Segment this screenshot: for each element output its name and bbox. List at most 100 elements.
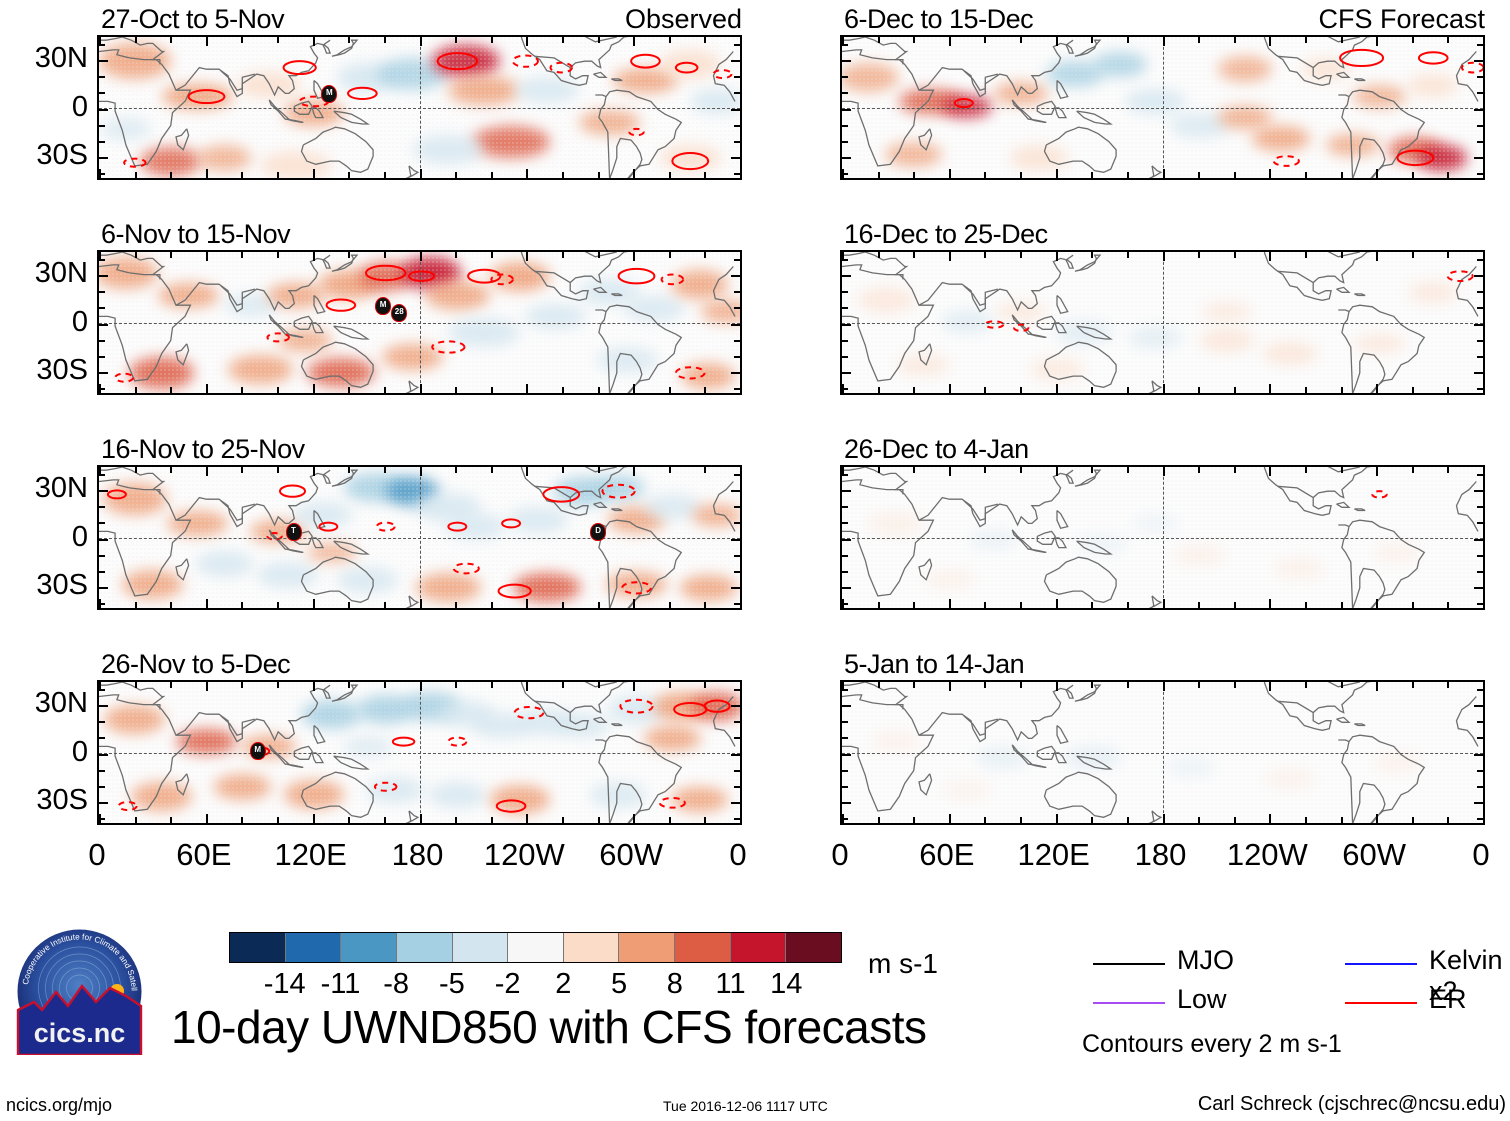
er-contour bbox=[542, 486, 581, 503]
y-tick bbox=[1474, 753, 1483, 756]
x-tick bbox=[984, 817, 987, 823]
x-tick bbox=[1126, 37, 1129, 43]
dateline-marker bbox=[1162, 37, 1164, 178]
x-tick bbox=[1304, 172, 1307, 178]
y-tick bbox=[1477, 92, 1483, 95]
x-tick bbox=[526, 252, 529, 261]
x-tick bbox=[948, 814, 951, 823]
x-tick bbox=[1411, 467, 1414, 473]
y-tick bbox=[734, 387, 740, 390]
x-tick bbox=[241, 37, 244, 43]
er-contour bbox=[984, 320, 1005, 329]
x-tick bbox=[1411, 387, 1414, 393]
x-tick bbox=[205, 682, 208, 691]
y-tick bbox=[842, 307, 848, 310]
y-tick bbox=[99, 554, 105, 557]
x-tick bbox=[348, 467, 351, 473]
y-tick bbox=[842, 44, 848, 47]
y-tick bbox=[842, 586, 851, 589]
y-tick bbox=[1477, 554, 1483, 557]
er-contour bbox=[1460, 61, 1483, 74]
legend-label-mjo: MJO bbox=[1177, 945, 1234, 975]
colorbar-tick-label: -14 bbox=[263, 968, 306, 1000]
colorbar-tick-label: 8 bbox=[666, 968, 683, 1000]
map-plot-area: M bbox=[99, 37, 740, 178]
er-contour bbox=[495, 799, 527, 813]
x-tick bbox=[1126, 602, 1129, 608]
x-tick bbox=[170, 467, 173, 473]
er-contour-overlay bbox=[99, 467, 740, 608]
y-tick bbox=[99, 44, 105, 47]
x-tick bbox=[597, 37, 600, 43]
y-tick bbox=[1477, 291, 1483, 294]
y-tick bbox=[99, 538, 108, 541]
x-tick bbox=[1376, 384, 1379, 393]
map-plot-area bbox=[842, 252, 1483, 393]
er-contour bbox=[674, 366, 706, 380]
legend-line-er bbox=[1345, 1002, 1417, 1004]
er-contour bbox=[467, 268, 502, 284]
x-tick bbox=[1304, 602, 1307, 608]
x-tick bbox=[526, 384, 529, 393]
x-tick bbox=[948, 467, 951, 476]
y-tick bbox=[99, 76, 105, 79]
y-tick bbox=[1477, 44, 1483, 47]
x-tick bbox=[1055, 682, 1058, 691]
x-tick bbox=[948, 252, 951, 261]
x-tick bbox=[1020, 682, 1023, 688]
x-tick bbox=[1447, 682, 1450, 688]
x-tick bbox=[277, 252, 280, 258]
x-tick bbox=[984, 387, 987, 393]
er-contour bbox=[501, 518, 522, 529]
x-tick bbox=[1411, 37, 1414, 43]
x-tick bbox=[948, 682, 951, 691]
map-panel-1: M bbox=[97, 35, 742, 180]
x-tick bbox=[1376, 169, 1379, 178]
x-tick bbox=[490, 37, 493, 43]
x-tick bbox=[348, 172, 351, 178]
x-tick bbox=[1162, 37, 1165, 46]
x-tick bbox=[99, 37, 101, 46]
x-tick bbox=[1304, 682, 1307, 688]
colorbar-unit-label: m s-1 bbox=[868, 948, 938, 979]
x-axis-label: 120W bbox=[483, 837, 565, 872]
x-tick bbox=[913, 682, 916, 688]
y-tick bbox=[842, 737, 848, 740]
y-tick bbox=[99, 689, 105, 692]
x-tick bbox=[842, 682, 844, 691]
er-contour bbox=[1446, 270, 1474, 282]
x-tick bbox=[948, 169, 951, 178]
y-tick bbox=[731, 275, 740, 278]
legend-line-mjo bbox=[1093, 963, 1165, 965]
x-tick bbox=[419, 169, 422, 178]
x-tick bbox=[1055, 384, 1058, 393]
x-axis-label: 120E bbox=[274, 837, 347, 872]
footer-site-link[interactable]: ncics.org/mjo bbox=[6, 1095, 113, 1115]
er-contour bbox=[106, 489, 127, 500]
x-tick bbox=[704, 37, 707, 43]
y-tick bbox=[731, 705, 740, 708]
colorbar-tick-label: -5 bbox=[439, 968, 465, 1000]
x-tick bbox=[597, 682, 600, 688]
x-tick bbox=[1233, 467, 1236, 473]
x-tick bbox=[490, 172, 493, 178]
er-contour bbox=[513, 705, 545, 720]
y-axis-label: 30N bbox=[34, 472, 88, 505]
x-tick bbox=[1340, 37, 1343, 43]
x-tick bbox=[99, 467, 101, 476]
y-tick bbox=[99, 785, 105, 788]
y-tick bbox=[842, 140, 848, 143]
x-tick bbox=[1376, 467, 1379, 476]
x-tick bbox=[704, 467, 707, 473]
x-tick bbox=[205, 814, 208, 823]
er-contour bbox=[1417, 51, 1449, 65]
x-tick bbox=[1198, 467, 1201, 473]
y-tick bbox=[734, 140, 740, 143]
x-tick bbox=[1447, 387, 1450, 393]
x-tick bbox=[984, 602, 987, 608]
y-tick bbox=[1474, 156, 1483, 159]
x-tick bbox=[1483, 682, 1485, 691]
legend-label-er: ER bbox=[1429, 984, 1467, 1014]
y-axis-label: 0 bbox=[71, 90, 88, 123]
x-tick bbox=[1233, 172, 1236, 178]
